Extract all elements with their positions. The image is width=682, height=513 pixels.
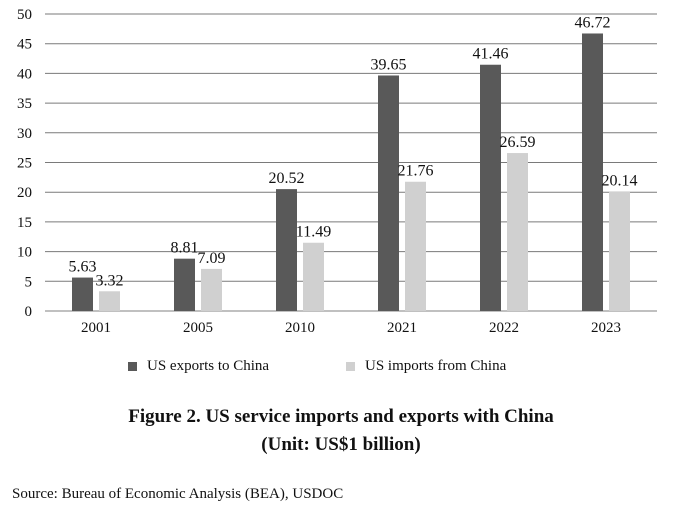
y-tick-label: 15 xyxy=(17,215,32,231)
bar-chart: 0 5 10 15 20 25 30 35 40 45 50 2001 5.633.32 2005 8.81… xyxy=(17,7,657,336)
data-label-imports: 20.14 xyxy=(602,172,638,189)
bar-exports xyxy=(72,277,93,311)
y-tick-label: 30 xyxy=(17,126,32,142)
x-tick-label: 2023 xyxy=(591,320,621,336)
bar-imports xyxy=(99,291,120,311)
data-label-imports: 11.49 xyxy=(296,224,331,241)
bar-imports xyxy=(201,268,222,311)
legend-swatch-imports xyxy=(346,362,355,371)
data-label-exports: 41.46 xyxy=(473,46,509,63)
bar-exports xyxy=(276,189,297,311)
y-tick-label: 20 xyxy=(17,185,32,201)
bar-imports xyxy=(405,181,426,311)
legend-label-exports: US exports to China xyxy=(147,358,270,374)
legend-item-exports: US exports to China xyxy=(128,358,269,375)
legend-label-imports: US imports from China xyxy=(365,358,507,374)
data-label-exports: 39.65 xyxy=(371,56,407,73)
bar-exports xyxy=(480,64,501,311)
x-tick-label: 2001 xyxy=(81,320,111,336)
data-label-imports: 7.09 xyxy=(198,250,226,267)
data-label-exports: 8.81 xyxy=(171,240,199,257)
x-tick-label: 2010 xyxy=(285,320,315,336)
y-tick-label: 0 xyxy=(25,304,33,320)
x-tick-label: 2021 xyxy=(387,320,417,336)
chart-legend: US exports to China US imports from Chin… xyxy=(0,358,682,382)
legend-swatch-exports xyxy=(128,362,137,371)
data-label-exports: 20.52 xyxy=(269,170,305,187)
data-label-imports: 3.32 xyxy=(96,272,124,289)
caption-unit: (Unit: US$1 billion) xyxy=(261,434,421,455)
y-tick-label: 35 xyxy=(17,96,32,112)
bar-exports xyxy=(378,75,399,311)
bar-imports xyxy=(609,191,630,311)
y-tick-label: 45 xyxy=(17,37,32,53)
bar-exports xyxy=(582,33,603,311)
data-label-exports: 5.63 xyxy=(69,259,97,276)
bar-imports xyxy=(507,153,528,311)
data-label-exports: 46.72 xyxy=(575,14,611,31)
y-tick-label: 50 xyxy=(17,7,32,23)
y-tick-label: 5 xyxy=(25,274,33,290)
figure-caption: Figure 2. US service imports and exports… xyxy=(0,403,682,459)
y-tick-label: 25 xyxy=(17,156,32,172)
x-tick-label: 2005 xyxy=(183,320,213,336)
source-note: Source: Bureau of Economic Analysis (BEA… xyxy=(12,486,344,502)
y-tick-label: 10 xyxy=(17,245,32,261)
bar-imports xyxy=(303,242,324,311)
caption-title: Figure 2. US service imports and exports… xyxy=(128,406,554,427)
data-label-imports: 21.76 xyxy=(398,163,434,180)
y-tick-label: 40 xyxy=(17,66,32,82)
bar-exports xyxy=(174,258,195,311)
legend-item-imports: US imports from China xyxy=(346,358,506,375)
x-tick-label: 2022 xyxy=(489,320,519,336)
data-label-imports: 26.59 xyxy=(500,134,536,151)
